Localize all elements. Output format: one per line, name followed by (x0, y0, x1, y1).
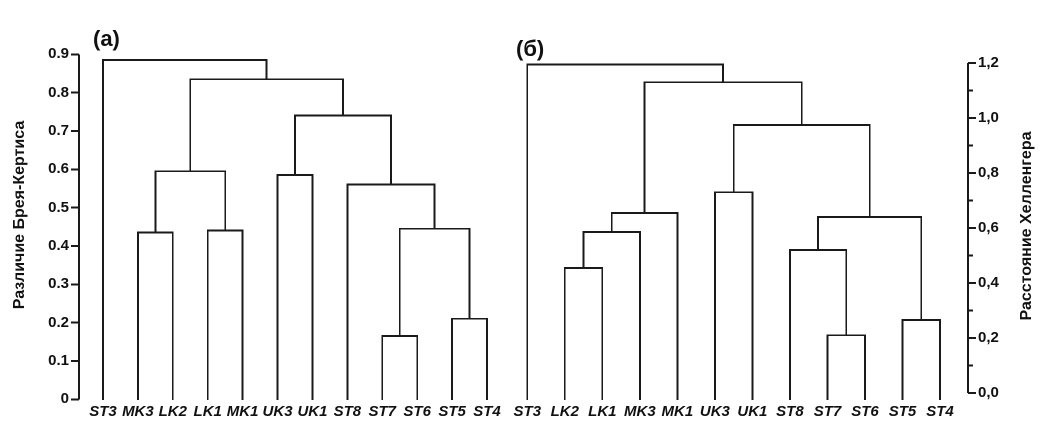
dendrogram-link (206, 229, 244, 400)
leaf-label: ST6 (851, 403, 879, 420)
dendrogram-link (817, 216, 923, 321)
left-axis-tick-label: 0.5 (48, 198, 69, 216)
left-axis-tick-label: 0.4 (48, 236, 69, 254)
leaf-label: LK2 (550, 403, 579, 420)
dendrogram-link (346, 183, 436, 400)
dendrogram-link (732, 123, 871, 217)
leaf-label: ST4 (926, 403, 954, 420)
leaf-label: MK3 (624, 403, 656, 420)
dendrogram-link (582, 231, 641, 400)
dendrogram-link (643, 81, 803, 213)
right-axis-tick-label: 0,2 (978, 329, 999, 346)
left-axis-tick-label: 0 (60, 390, 69, 408)
leaf-label: ST5 (438, 403, 466, 420)
dendrogram-link (714, 191, 754, 400)
left-axis-tick-label: 0.2 (48, 313, 69, 331)
leaf-label: LK1 (588, 403, 617, 420)
leaf-label: UK1 (737, 403, 768, 420)
left-axis-tick-label: 0.6 (48, 160, 69, 178)
leaf-label: UK3 (699, 403, 730, 420)
right-axis-tick-label: 0,4 (978, 274, 999, 291)
dendrogram-link (137, 231, 174, 400)
dendrogram-link (276, 174, 314, 400)
leaf-label: LK2 (158, 403, 187, 420)
leaf-label: ST3 (513, 403, 542, 420)
right-axis-tick-label: 1,0 (978, 109, 999, 126)
right-axis-tick-label: 0,8 (978, 164, 999, 181)
leaf-label: UK3 (262, 403, 293, 420)
dendrogram-link (526, 63, 725, 400)
dendrogram-link (381, 335, 419, 400)
left-axis-tick-label: 0.8 (48, 83, 69, 101)
panel-a-label: (а) (93, 26, 120, 51)
leaf-label: MK1 (226, 403, 259, 420)
leaf-label: ST8 (333, 403, 362, 420)
right-axis-tick-label: 0,0 (978, 384, 999, 401)
dendrogram-link (563, 266, 604, 400)
leaf-label: LK1 (193, 403, 222, 420)
dendrogram-link (189, 78, 344, 172)
dendrogram-link (154, 170, 227, 233)
leaf-label: ST8 (776, 403, 804, 420)
leaf-label: ST7 (813, 403, 842, 420)
leaf-label: ST5 (888, 403, 917, 420)
leaf-label: UK1 (297, 403, 328, 420)
leaf-label: ST7 (368, 403, 397, 420)
leaf-label: MK3 (122, 403, 154, 420)
left-axis-tick-label: 0.1 (48, 351, 69, 369)
dendrogram-link (901, 319, 941, 400)
right-axis-tick-label: 1,2 (978, 54, 999, 71)
right-axis-tick-label: 0,6 (978, 219, 999, 236)
dendrogram-link (826, 334, 866, 400)
dendrogram-link (610, 211, 679, 400)
leaf-label: ST4 (473, 403, 501, 420)
dendrogram-link (451, 317, 488, 400)
dendrogram-link (789, 249, 848, 400)
panel-b-label: (б) (516, 36, 545, 61)
dendrogram-link (294, 114, 392, 185)
left-axis-tick-label: 0.9 (48, 45, 69, 63)
leaf-label: MK1 (661, 403, 694, 420)
leaf-label: ST6 (403, 403, 431, 420)
dendrogram-link (102, 59, 268, 400)
left-axis-tick-label: 0.7 (48, 121, 69, 139)
leaf-label: ST3 (89, 403, 117, 420)
left-axis-tick-label: 0.3 (48, 275, 69, 293)
dendrogram-link (398, 227, 471, 337)
